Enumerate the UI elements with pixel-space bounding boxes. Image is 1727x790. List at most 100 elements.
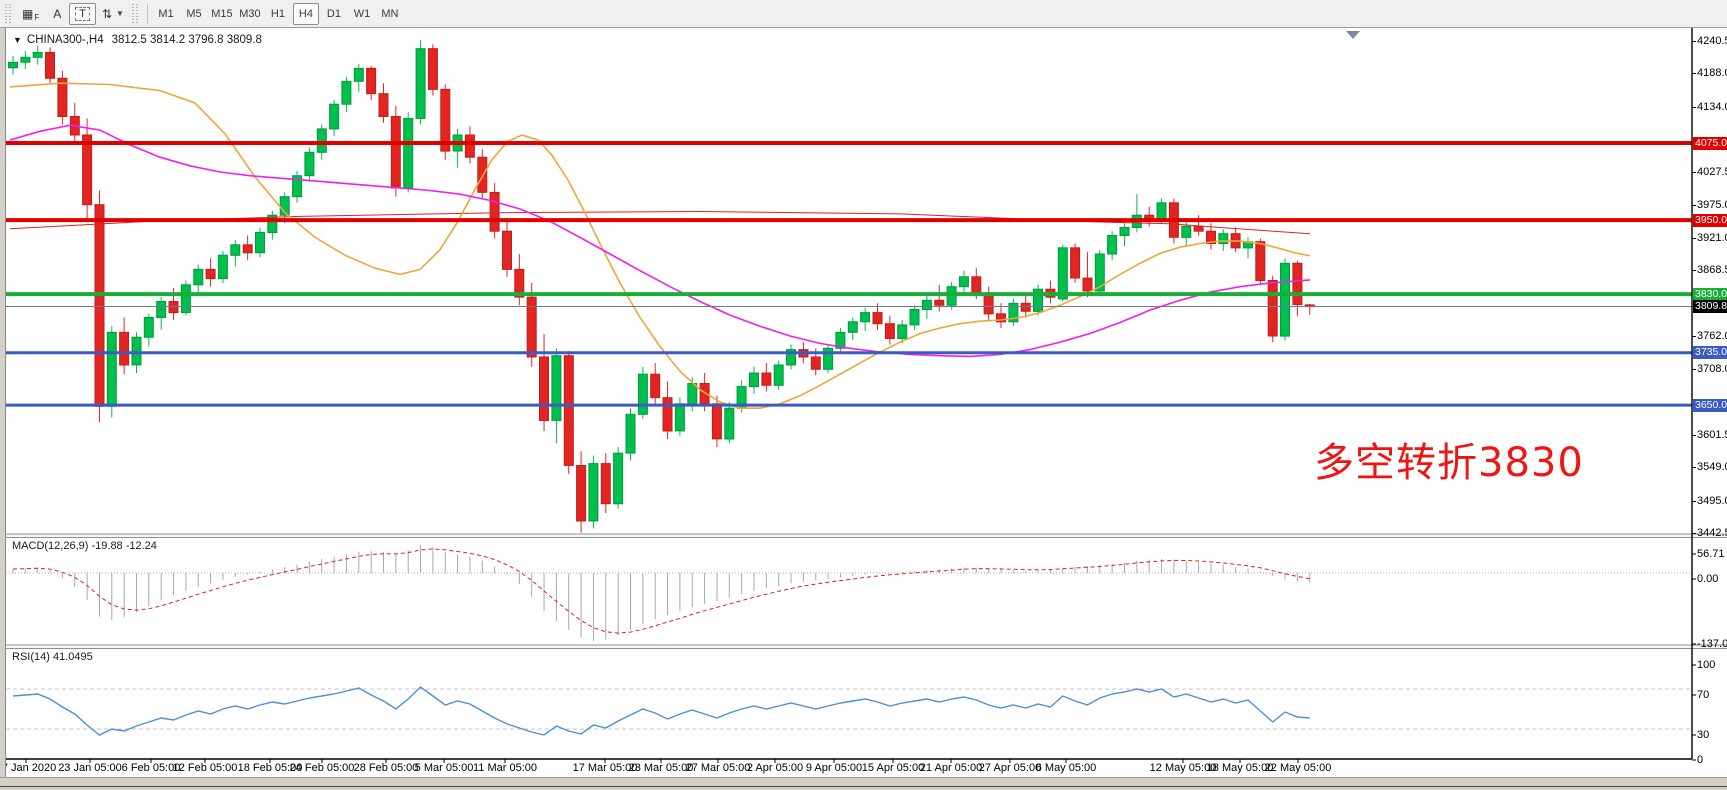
candle-body: [168, 301, 179, 314]
candle-body: [650, 373, 661, 399]
candle-body: [897, 324, 908, 339]
cycle-arrows-button[interactable]: ⇅ ▼: [96, 3, 130, 25]
candle-body: [1267, 280, 1278, 337]
timeframe-button-d1[interactable]: D1: [326, 7, 341, 20]
timeframe-button-m1[interactable]: M1: [158, 7, 174, 20]
chart-grid-icon: ▦: [22, 6, 34, 21]
timeframe-button-mn[interactable]: MN: [381, 7, 399, 20]
status-strip: [0, 777, 1727, 790]
candle-body: [1193, 225, 1204, 232]
candle-body: [440, 88, 451, 152]
chart-grid-button[interactable]: ▦ F: [16, 3, 45, 25]
status-divider-line: [0, 786, 1727, 787]
candle-body: [674, 403, 685, 432]
text-label-icon: A: [53, 6, 62, 21]
candle-body: [353, 67, 364, 82]
candle-body: [477, 156, 488, 193]
candle-body: [94, 204, 105, 407]
toolbar: ▦ F A T ⇅ ▼ M1 M5 M15 M30 H1 H4 D1 W1 MN: [0, 0, 1727, 28]
candle-body: [588, 463, 599, 522]
candle-body: [613, 452, 624, 505]
candle-body: [860, 312, 871, 323]
candle-body: [711, 403, 722, 440]
candle-body: [1119, 227, 1130, 236]
candle-body: [909, 309, 920, 326]
candle-body: [502, 230, 512, 270]
window-left-border: [0, 28, 6, 790]
candle-body: [156, 301, 167, 318]
candle-body: [1156, 202, 1167, 220]
chart-grid-icon-sub: F: [34, 12, 40, 22]
toolbar-grip-2[interactable]: [131, 3, 139, 24]
timeframe-buttons: M1 M5 M15 M30 H1 H4 D1 W1 MN: [152, 2, 404, 25]
candle-body: [872, 312, 883, 325]
candle-body: [1082, 277, 1093, 292]
ma-magenta-line: [9, 124, 1311, 358]
macd-signal-line: [12, 548, 1310, 634]
candle-body: [1280, 262, 1290, 337]
candle-body: [180, 284, 191, 313]
candle-body: [514, 268, 525, 298]
candle-body: [341, 80, 352, 105]
candle-body: [773, 364, 784, 386]
candle-body: [749, 372, 759, 388]
candle-body: [563, 355, 574, 466]
candle-body: [576, 465, 587, 522]
candle-body: [724, 407, 735, 440]
candle-body: [217, 254, 228, 280]
candle-body: [390, 116, 401, 189]
rsi-line: [12, 686, 1310, 736]
candle-body: [119, 331, 130, 366]
candle-body: [403, 117, 414, 189]
candle-body: [823, 347, 834, 370]
candle-body: [255, 231, 265, 254]
candle-body: [1008, 302, 1019, 323]
candle-body: [958, 276, 969, 288]
text-label-button[interactable]: A: [45, 3, 69, 25]
candle-body: [489, 191, 500, 232]
candle-body: [464, 134, 475, 158]
toolbar-grip[interactable]: [5, 3, 12, 24]
candle-body: [1020, 302, 1031, 312]
candle-body: [835, 331, 846, 349]
candle-body: [1255, 241, 1266, 281]
candle-body: [600, 463, 611, 505]
candle-body: [786, 349, 796, 366]
candle-body: [1181, 225, 1192, 238]
timeframe-button-h4[interactable]: H4: [292, 2, 319, 25]
candle-body: [205, 268, 216, 280]
candle-body: [551, 355, 562, 421]
candle-body: [57, 77, 68, 118]
candle-body: [921, 299, 932, 310]
candle-body: [131, 336, 142, 366]
candle-body: [242, 244, 253, 254]
candle-body: [366, 67, 377, 95]
timeframe-button-w1[interactable]: W1: [353, 7, 371, 20]
timeframe-button-m30[interactable]: M30: [239, 7, 261, 20]
toolbar-icon-buttons: ▦ F A T ⇅ ▼: [16, 2, 130, 25]
candle-body: [1094, 253, 1105, 292]
ma-thin-red-line: [9, 210, 1311, 235]
candle-body: [1033, 288, 1043, 312]
candle-body: [996, 313, 1006, 323]
timeframe-button-m15[interactable]: M15: [211, 7, 233, 20]
candle-body: [82, 134, 93, 206]
timeframe-button-h1[interactable]: H1: [270, 7, 285, 20]
candle-body: [378, 93, 389, 117]
candle-body: [539, 356, 549, 421]
candle-body: [292, 175, 303, 198]
candle-body: [847, 321, 858, 333]
candle-body: [637, 373, 648, 415]
dropdown-caret-icon[interactable]: ▼: [116, 9, 124, 18]
chart-shift-marker-icon[interactable]: [1346, 31, 1360, 39]
candle-body: [1057, 247, 1068, 300]
candle-body: [934, 299, 945, 306]
candle-body: [45, 51, 55, 79]
cycle-arrows-icon: ⇅: [101, 6, 113, 21]
timeframe-button-m5[interactable]: M5: [186, 7, 202, 20]
candle-body: [8, 61, 18, 69]
candle-body: [415, 48, 426, 119]
candle-body: [625, 413, 636, 454]
textbox-tool-button[interactable]: T: [69, 2, 96, 25]
